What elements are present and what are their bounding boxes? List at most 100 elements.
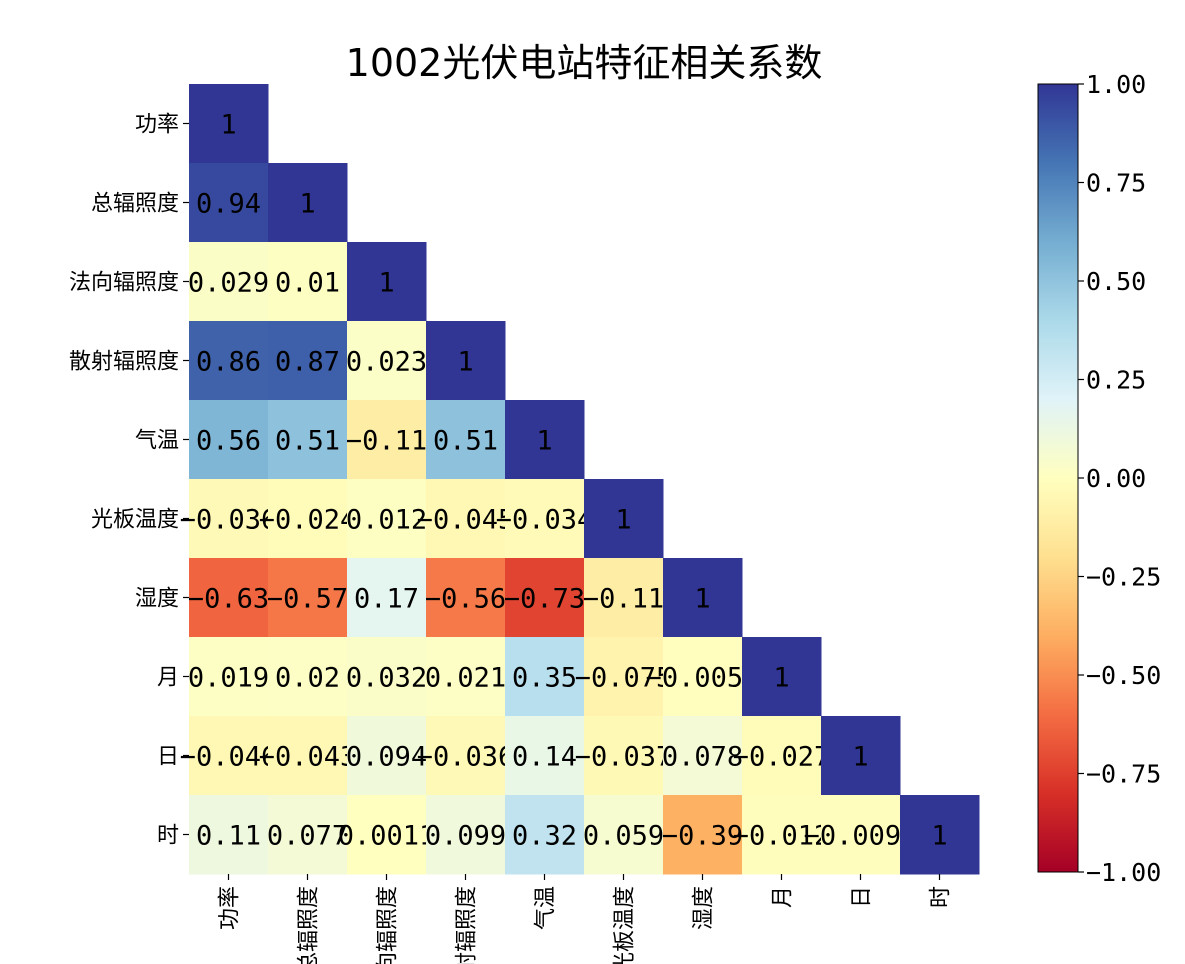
heatmap-cell [426,321,506,401]
cell-value-label: −0.39 [662,821,743,852]
colorbar-tick-label: 0.00 [1086,464,1146,493]
heatmap-cell [189,242,269,322]
colorbar-tick-label: 0.50 [1086,267,1146,296]
colorbar-tick-label: −0.25 [1086,563,1161,592]
heatmap-cell [189,479,269,559]
y-tick-label: 总辐照度 [91,192,179,217]
heatmap-cell [426,400,506,480]
heatmap-cell [347,479,427,559]
heatmap-cell [268,558,348,638]
colorbar-tick-label: −1.00 [1086,858,1161,887]
cell-value-label: −0.11 [346,426,427,457]
heatmap-cell [584,479,664,559]
heatmap-cells: 10.94 10.029 0.01 10.86 0.87 0.023 10.56 0.51 −0… [180,84,980,875]
heatmap-cell [821,716,901,796]
colorbar-tick-label: 0.25 [1086,366,1146,395]
heatmap-cell [663,558,743,638]
heatmap-cell [426,716,506,796]
cell-value-label: −0.027 [733,742,831,773]
cell-value-label: 1 [299,189,315,220]
cell-value-label: −0.037 [575,742,673,773]
heatmap-cell [663,716,743,796]
cell-value-label: −0.024 [259,505,357,536]
y-tick-label: 日 [157,745,179,770]
cell-value-label: 0.029 [188,268,269,299]
heatmap-cell [189,321,269,401]
cell-value-label: −0.012 [733,821,831,852]
cell-value-label: 0.14 [512,742,577,773]
cell-value-label: 1 [931,821,947,852]
cell-value-label: 0.021 [425,663,506,694]
heatmap-cell [268,716,348,796]
cell-value-label: −0.0098 [804,821,918,852]
colorbar-tick-label: −0.50 [1086,661,1161,690]
y-tick-label: 湿度 [135,587,179,612]
cell-value-label: 0.0011 [338,821,436,852]
colorbar: −1.00 −0.75 −0.50 −0.25 0.00 0.25 0.50 0.75 1.00 [1037,70,1161,887]
cell-value-label: 0.077 [267,821,348,852]
cell-value-label: 1 [536,426,552,457]
heatmap-cell [584,795,664,875]
cell-value-label: 1 [220,110,236,141]
cell-value-label: 1 [615,505,631,536]
y-tick-label: 光板温度 [91,508,179,533]
heatmap-cell [584,558,664,638]
cell-value-label: 0.023 [346,347,427,378]
y-tick-label: 月 [157,666,179,691]
heatmap-cell [663,795,743,875]
cell-value-label: 0.094 [346,742,427,773]
cell-value-label: −0.036 [417,742,515,773]
heatmap-cell [347,321,427,401]
chart-title: 1002光伏电站特征相关系数 [346,41,823,85]
heatmap-cell [426,558,506,638]
heatmap-cell [189,795,269,875]
colorbar-tick-label: 1.00 [1086,70,1146,99]
y-tick-label: 功率 [135,113,179,138]
cell-value-label: 0.35 [512,663,577,694]
cell-value-label: 0.87 [275,347,340,378]
cell-value-label: −0.045 [417,505,515,536]
heatmap-cell [505,795,585,875]
cell-value-label: 1 [852,742,868,773]
cell-value-label: 0.11 [196,821,261,852]
cell-value-label: 0.94 [196,189,261,220]
cell-value-label: 0.32 [512,821,577,852]
heatmap-cell [742,716,822,796]
heatmap-cell [347,400,427,480]
x-tick-label: 时 [929,886,954,908]
heatmap-cell [505,479,585,559]
heatmap-cell [347,637,427,717]
cell-value-label: −0.57 [267,584,348,615]
heatmap-cell [426,479,506,559]
colorbar-tick-label: −0.75 [1086,760,1161,789]
heatmap-cell [268,163,348,243]
x-tick-label: 法向辐照度 [376,886,401,964]
y-tick-label: 时 [157,824,179,849]
heatmap-cell [505,716,585,796]
colorbar-gradient [1037,83,1079,873]
cell-value-label: 0.032 [346,663,427,694]
cell-value-label: 0.56 [196,426,261,457]
x-tick-label: 功率 [218,886,243,930]
heatmap-cell [821,795,901,875]
heatmap-cell [268,795,348,875]
cell-value-label: 1 [457,347,473,378]
y-tick-label: 法向辐照度 [69,271,179,296]
heatmap-cell [347,242,427,322]
cell-value-label: −0.0059 [646,663,760,694]
heatmap-cell [584,716,664,796]
heatmap-cell [189,558,269,638]
cell-value-label: −0.034 [496,505,594,536]
heatmap-cell [900,795,980,875]
cell-value-label: 1 [694,584,710,615]
cell-value-label: −0.036 [180,505,278,536]
heatmap-cell [268,400,348,480]
y-tick-label: 气温 [135,429,179,454]
cell-value-label: 0.078 [662,742,743,773]
heatmap-cell [426,637,506,717]
heatmap-cell [189,637,269,717]
x-tick-label: 日 [850,886,875,908]
heatmap-cell [347,795,427,875]
